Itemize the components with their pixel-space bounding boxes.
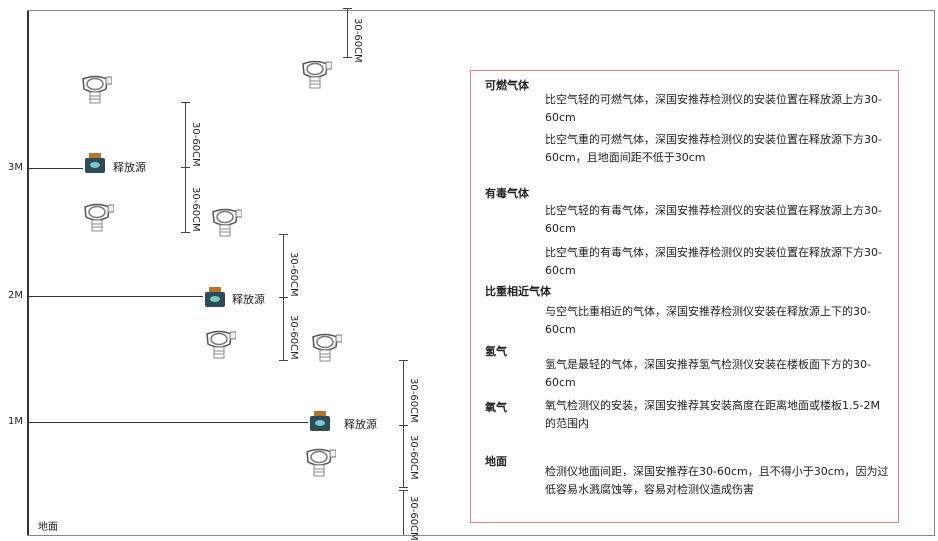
level-2m-line bbox=[28, 296, 203, 297]
right-wall-line bbox=[934, 10, 935, 536]
section-text: 比空气轻的有毒气体，深国安推荐检测仪的安装位置在释放源上方30-60cm bbox=[545, 204, 882, 235]
level-2m: 2M bbox=[8, 290, 23, 301]
gas-detector-icon bbox=[298, 60, 332, 90]
wall-line bbox=[27, 10, 29, 536]
section-text: 比空气重的可燃气体，深国安推荐检测仪的安装位置在释放源下方30-60cm，且地面… bbox=[545, 133, 882, 164]
release-source-icon bbox=[83, 153, 107, 173]
section-title: 氧气 bbox=[485, 401, 507, 414]
gas-detector-icon bbox=[302, 448, 336, 478]
section-title: 有毒气体 bbox=[485, 187, 529, 200]
section-title: 可燃气体 bbox=[485, 79, 529, 92]
level-1m: 1M bbox=[8, 416, 23, 427]
dimension-line: 30-60CM bbox=[343, 8, 363, 63]
section-text: 氧气检测仪的安装，深国安推荐其安装高度在距离地面或楼板1.5-2M的范围内 bbox=[545, 399, 880, 430]
level-3m: 3M bbox=[8, 162, 23, 173]
gas-detector-icon bbox=[202, 330, 236, 360]
section-text: 比空气轻的可燃气体，深国安推荐检测仪的安装位置在释放源上方30-60cm bbox=[545, 93, 882, 124]
dimension-line: 30-60CM bbox=[181, 102, 201, 168]
section-text: 与空气比重相近的气体，深国安推荐检测仪安装在释放源上下的30-60cm bbox=[545, 305, 871, 336]
dimension-line: 30-60CM bbox=[399, 360, 419, 426]
gas-detector-icon bbox=[208, 208, 242, 238]
dimension-line: 30-60CM bbox=[279, 234, 299, 298]
release-source-icon bbox=[308, 411, 332, 431]
installation-guidance-panel: 可燃气体 比空气轻的可燃气体，深国安推荐检测仪的安装位置在释放源上方30-60c… bbox=[470, 70, 899, 523]
section-title: 地面 bbox=[485, 455, 507, 468]
release-source-icon bbox=[203, 287, 227, 307]
gas-detector-icon bbox=[78, 75, 112, 105]
gas-detector-icon bbox=[308, 333, 342, 363]
level-1m-line bbox=[28, 422, 308, 423]
level-3m-line bbox=[28, 168, 83, 169]
floor-line bbox=[27, 535, 935, 536]
section-title: 比重相近气体 bbox=[485, 285, 551, 298]
ground-label: 地面 bbox=[38, 522, 58, 533]
release-source-label: 释放源 bbox=[113, 161, 146, 174]
gas-detector-icon bbox=[80, 203, 114, 233]
section-title: 氢气 bbox=[485, 345, 507, 358]
section-text: 比空气重的有毒气体，深国安推荐检测仪的安装位置在释放源下方30-60cm bbox=[545, 246, 882, 277]
dimension-line: 30-60CM bbox=[399, 425, 419, 488]
dimension-line: 30-60CM bbox=[181, 167, 201, 233]
section-text: 检测仪地面间距，深国安推荐在30-60cm，且不得小于30cm，因为过低容易水溅… bbox=[545, 465, 889, 496]
section-text: 氢气是最轻的气体，深国安推荐氢气检测仪安装在楼板面下方的30-60cm bbox=[545, 358, 871, 389]
release-source-label: 释放源 bbox=[232, 293, 265, 306]
dimension-line: 30-60CM bbox=[279, 297, 299, 361]
release-source-label: 释放源 bbox=[344, 418, 377, 431]
ceiling-line bbox=[27, 10, 935, 11]
dimension-line: 30-60CM bbox=[399, 490, 419, 541]
